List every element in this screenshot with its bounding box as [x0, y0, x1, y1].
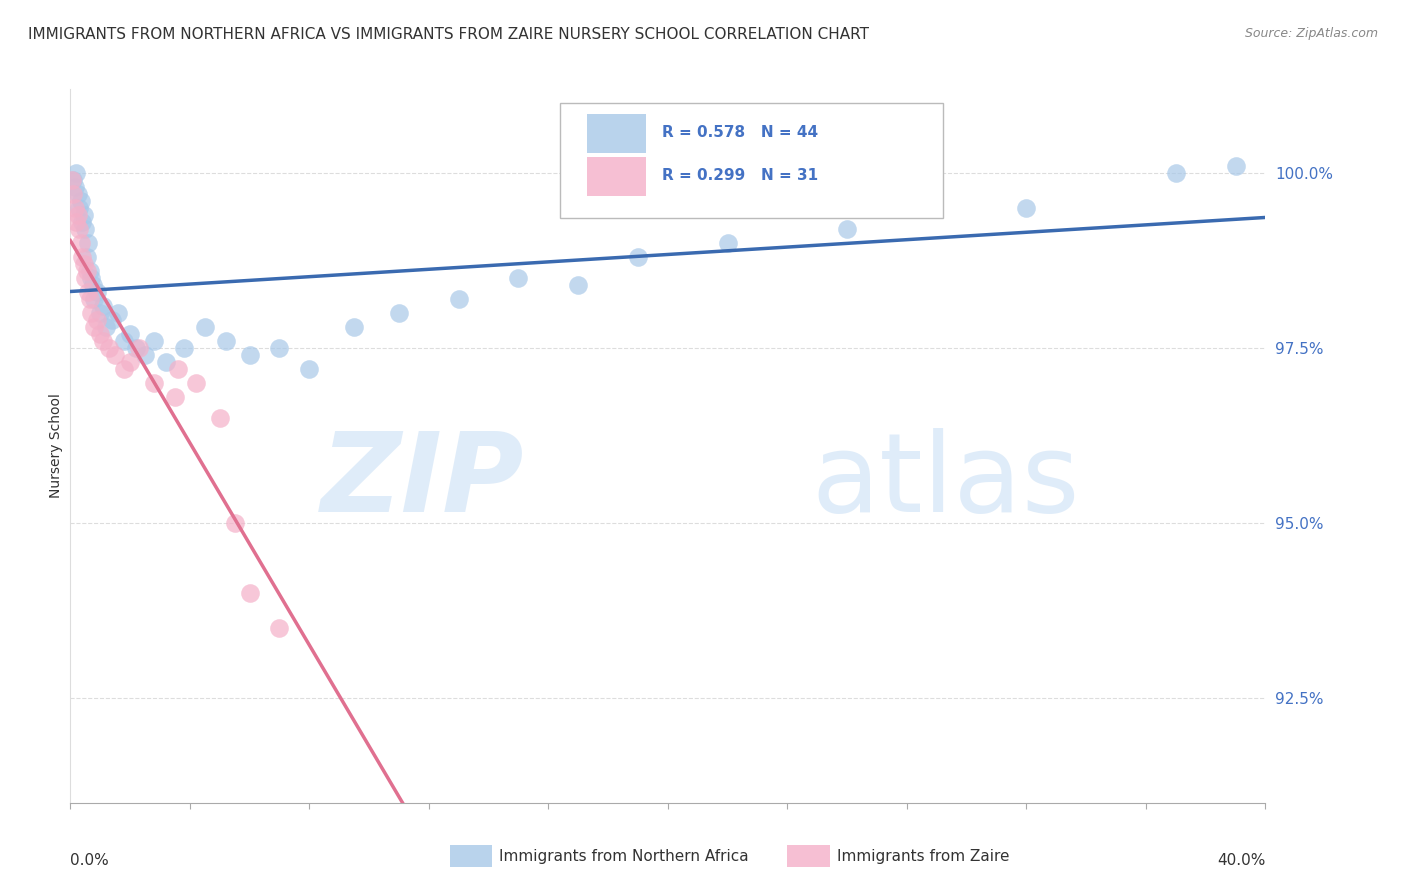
- Point: [567, 278, 589, 293]
- Point: [163, 390, 186, 404]
- Point: [184, 376, 207, 390]
- FancyBboxPatch shape: [561, 103, 943, 218]
- Point: [66, 208, 89, 222]
- Point: [239, 348, 262, 362]
- Point: [65, 166, 87, 180]
- Point: [143, 376, 166, 390]
- Point: [62, 173, 84, 187]
- Point: [627, 250, 650, 264]
- Point: [837, 222, 859, 236]
- Point: [112, 334, 135, 348]
- Point: [76, 264, 98, 278]
- Text: IMMIGRANTS FROM NORTHERN AFRICA VS IMMIGRANTS FROM ZAIRE NURSERY SCHOOL CORRELAT: IMMIGRANTS FROM NORTHERN AFRICA VS IMMIG…: [28, 27, 869, 42]
- Point: [239, 586, 262, 600]
- Point: [66, 187, 89, 202]
- Y-axis label: Nursery School: Nursery School: [49, 393, 63, 499]
- Point: [343, 320, 366, 334]
- Point: [86, 285, 108, 299]
- Point: [69, 194, 91, 208]
- Text: ZIP: ZIP: [321, 428, 524, 535]
- Point: [83, 320, 105, 334]
- Point: [104, 348, 127, 362]
- Point: [67, 222, 90, 236]
- Text: 40.0%: 40.0%: [1218, 853, 1265, 868]
- Point: [98, 341, 121, 355]
- Text: Source: ZipAtlas.com: Source: ZipAtlas.com: [1244, 27, 1378, 40]
- Point: [101, 313, 124, 327]
- Text: atlas: atlas: [811, 428, 1080, 535]
- Point: [60, 173, 83, 187]
- Point: [1225, 159, 1247, 173]
- Point: [91, 334, 114, 348]
- Point: [73, 257, 96, 271]
- Point: [214, 334, 236, 348]
- Point: [120, 355, 141, 369]
- Point: [107, 306, 129, 320]
- Point: [70, 215, 93, 229]
- Point: [143, 334, 166, 348]
- Point: [82, 278, 104, 293]
- Point: [717, 236, 740, 251]
- Point: [89, 306, 111, 320]
- FancyBboxPatch shape: [586, 157, 647, 196]
- Point: [67, 201, 90, 215]
- Point: [75, 222, 97, 236]
- Point: [63, 201, 86, 215]
- Point: [388, 306, 411, 320]
- Point: [79, 292, 101, 306]
- Point: [73, 208, 96, 222]
- Point: [1164, 166, 1187, 180]
- Point: [91, 299, 114, 313]
- Point: [269, 621, 291, 635]
- Point: [62, 187, 84, 202]
- FancyBboxPatch shape: [586, 114, 647, 153]
- Point: [447, 292, 470, 306]
- Point: [173, 341, 195, 355]
- Text: R = 0.299   N = 31: R = 0.299 N = 31: [662, 168, 818, 183]
- Point: [120, 327, 141, 342]
- Point: [69, 236, 91, 251]
- Point: [155, 355, 177, 369]
- Point: [80, 271, 103, 285]
- Point: [79, 264, 101, 278]
- Point: [208, 411, 231, 425]
- Point: [1015, 201, 1038, 215]
- Point: [63, 180, 86, 194]
- Point: [65, 215, 87, 229]
- Point: [77, 285, 100, 299]
- Point: [134, 348, 156, 362]
- Text: Immigrants from Northern Africa: Immigrants from Northern Africa: [499, 849, 749, 863]
- Point: [167, 362, 190, 376]
- Point: [112, 362, 135, 376]
- Point: [89, 327, 111, 342]
- Point: [70, 250, 93, 264]
- Text: R = 0.578   N = 44: R = 0.578 N = 44: [662, 125, 818, 140]
- Point: [224, 516, 246, 530]
- Point: [128, 341, 150, 355]
- Point: [96, 320, 117, 334]
- Point: [125, 341, 148, 355]
- Point: [80, 306, 103, 320]
- Text: 0.0%: 0.0%: [70, 853, 110, 868]
- Text: Immigrants from Zaire: Immigrants from Zaire: [837, 849, 1010, 863]
- Point: [83, 292, 105, 306]
- Point: [76, 250, 98, 264]
- Point: [77, 236, 100, 251]
- Point: [508, 271, 530, 285]
- Point: [298, 362, 321, 376]
- Point: [269, 341, 291, 355]
- Point: [86, 313, 108, 327]
- Point: [75, 271, 97, 285]
- Point: [194, 320, 217, 334]
